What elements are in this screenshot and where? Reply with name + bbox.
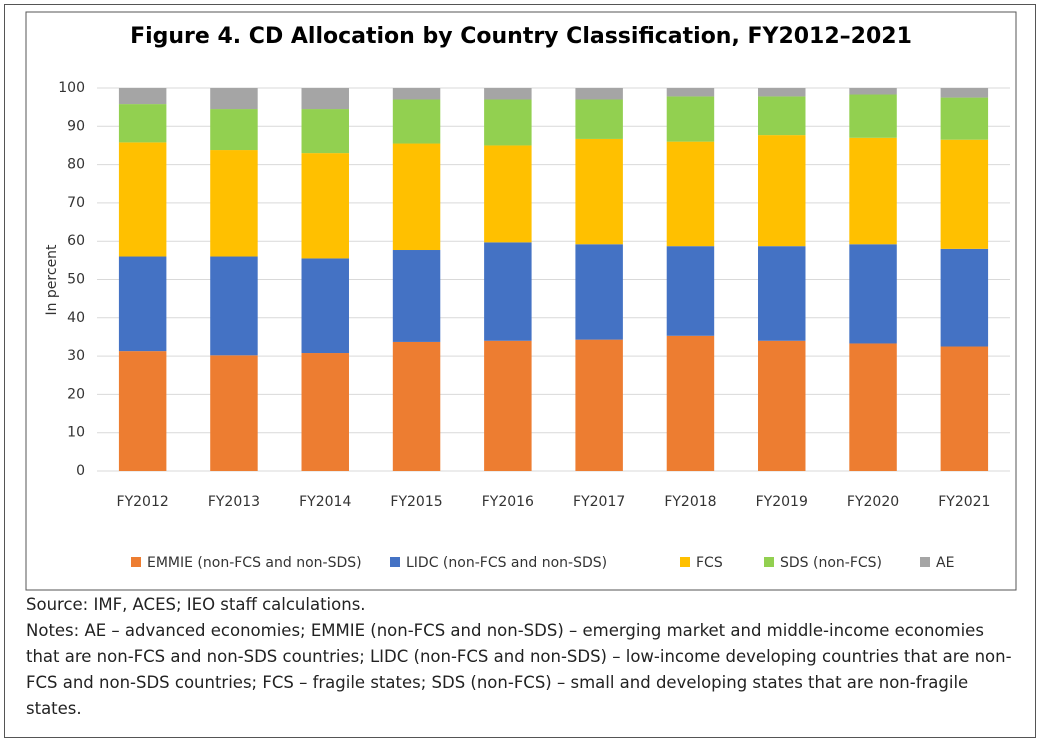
legend-swatch <box>131 557 141 567</box>
bar-segment <box>940 97 989 140</box>
bar-segment <box>666 96 715 142</box>
bar-segment <box>758 88 806 97</box>
bar-segment <box>118 142 167 257</box>
bar-segment <box>666 335 715 471</box>
legend-label: LIDC (non-FCS and non-SDS) <box>406 555 607 571</box>
bar-segment <box>575 339 623 471</box>
bar-segment <box>484 145 532 243</box>
bar-segment <box>392 143 441 251</box>
y-tick-label: 40 <box>67 310 85 326</box>
bar-segment <box>940 139 989 249</box>
y-tick-label: 100 <box>58 80 85 96</box>
frame <box>4 4 1036 738</box>
bar-segment <box>301 88 349 110</box>
bar-segment <box>666 246 715 336</box>
x-tick-label: FY2020 <box>847 494 899 510</box>
bar-segment <box>758 135 806 247</box>
bar-segment <box>575 244 623 340</box>
bar-segment <box>484 242 532 341</box>
x-tick-label: FY2015 <box>390 494 442 510</box>
bar-segment <box>210 256 258 356</box>
bar-segment <box>575 99 623 139</box>
y-tick-label: 20 <box>67 386 85 402</box>
legend-label: SDS (non-FCS) <box>780 555 882 571</box>
bar-segment <box>849 94 897 138</box>
bar-segment <box>210 355 258 471</box>
x-tick-label: FY2021 <box>938 494 990 510</box>
bar-segment <box>301 258 349 354</box>
y-tick-label: 50 <box>67 272 85 288</box>
bar-segment <box>666 141 715 247</box>
bar-segment <box>484 88 532 100</box>
y-axis-label: In percent <box>44 244 60 316</box>
legend-swatch <box>680 557 690 567</box>
legend-label: FCS <box>696 555 723 571</box>
x-tick-label: FY2016 <box>482 494 534 510</box>
bar-segment <box>118 104 167 143</box>
bar-segment <box>392 341 441 471</box>
bar-segment <box>392 250 441 342</box>
bar-segment <box>210 150 258 257</box>
bar-segment <box>940 88 989 98</box>
bar-segment <box>484 99 532 146</box>
legend-swatch <box>764 557 774 567</box>
y-tick-label: 10 <box>67 425 85 441</box>
legend-swatch <box>390 557 400 567</box>
bar-segment <box>392 99 441 144</box>
bar-segment <box>940 346 989 471</box>
chart: Figure 4. CD Allocation by Country Class… <box>25 11 1017 591</box>
legend-label: AE <box>936 555 954 571</box>
bar-segment <box>666 88 715 97</box>
x-tick-label: FY2014 <box>299 494 351 510</box>
bar-segment <box>301 353 349 471</box>
y-tick-label: 70 <box>67 195 85 211</box>
y-tick-label: 90 <box>67 118 85 134</box>
y-tick-label: 60 <box>67 233 85 249</box>
chart-frame <box>25 11 1017 591</box>
bar-segment <box>301 109 349 154</box>
bar-segment <box>301 153 349 259</box>
y-tick-label: 30 <box>67 348 85 364</box>
x-tick-label: FY2012 <box>117 494 169 510</box>
bar-segment <box>484 340 532 471</box>
bar-segment <box>118 88 167 105</box>
chart-title: Figure 4. CD Allocation by Country Class… <box>130 24 912 49</box>
bar-segment <box>118 351 167 471</box>
bar-segment <box>575 88 623 100</box>
bar-segment <box>758 96 806 136</box>
bar-segment <box>210 109 258 151</box>
x-tick-label: FY2013 <box>208 494 260 510</box>
legend-label: EMMIE (non-FCS and non-SDS) <box>147 555 362 571</box>
bar-segment <box>118 256 167 352</box>
legend-swatch <box>920 557 930 567</box>
bar-segment <box>940 248 989 347</box>
bar-segment <box>849 88 897 95</box>
x-tick-label: FY2019 <box>756 494 808 510</box>
source: Source: IMF, ACES; IEO staff calculation… <box>26 595 366 614</box>
x-tick-label: FY2018 <box>664 494 716 510</box>
bar-segment <box>849 137 897 245</box>
y-tick-label: 0 <box>76 463 85 479</box>
bar-segment <box>758 246 806 341</box>
x-tick-label: FY2017 <box>573 494 625 510</box>
bar-segment <box>210 88 258 110</box>
bar-segment <box>758 340 806 471</box>
bar-segment <box>849 244 897 344</box>
bar-segment <box>849 343 897 471</box>
notes: Notes: AE – advanced economies; EMMIE (n… <box>26 621 1012 718</box>
bar-segment <box>392 88 441 100</box>
y-tick-label: 80 <box>67 157 85 173</box>
bar-segment <box>575 138 623 245</box>
